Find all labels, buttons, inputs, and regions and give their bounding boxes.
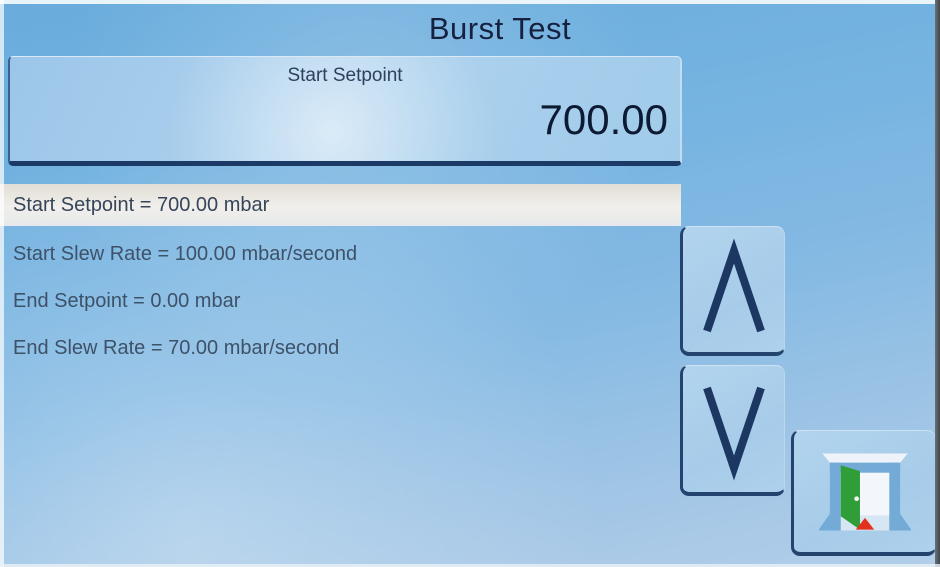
exit-button[interactable] (791, 430, 936, 556)
page-title: Burst Test (428, 11, 572, 46)
setpoint-editor-label: Start Setpoint (287, 65, 403, 86)
parameter-list: Start Setpoint = 700.00 mbar Start Slew … (0, 184, 681, 372)
chevron-down-icon (702, 386, 765, 481)
parameter-label: End Setpoint = 0.00 mbar (13, 290, 241, 312)
exit-door-icon (818, 453, 911, 530)
parameter-row-end-setpoint[interactable]: End Setpoint = 0.00 mbar (0, 278, 681, 325)
parameter-row-end-slew-rate[interactable]: End Slew Rate = 70.00 mbar/second (0, 325, 681, 372)
parameter-label: Start Slew Rate = 100.00 mbar/second (13, 243, 358, 265)
parameter-label: Start Setpoint = 700.00 mbar (13, 193, 270, 216)
setpoint-editor-value: 700.00 (539, 96, 668, 143)
parameter-row-start-setpoint[interactable]: Start Setpoint = 700.00 mbar (0, 184, 681, 226)
bezel-edge-top (0, 0, 940, 4)
parameter-label: End Slew Rate = 70.00 mbar/second (13, 337, 340, 359)
parameter-row-start-slew-rate[interactable]: Start Slew Rate = 100.00 mbar/second (0, 231, 681, 278)
increment-button[interactable] (680, 226, 785, 356)
setpoint-editor-panel[interactable]: Start Setpoint 700.00 (8, 56, 682, 166)
chevron-up-icon (702, 237, 765, 332)
decrement-button[interactable] (680, 365, 785, 496)
